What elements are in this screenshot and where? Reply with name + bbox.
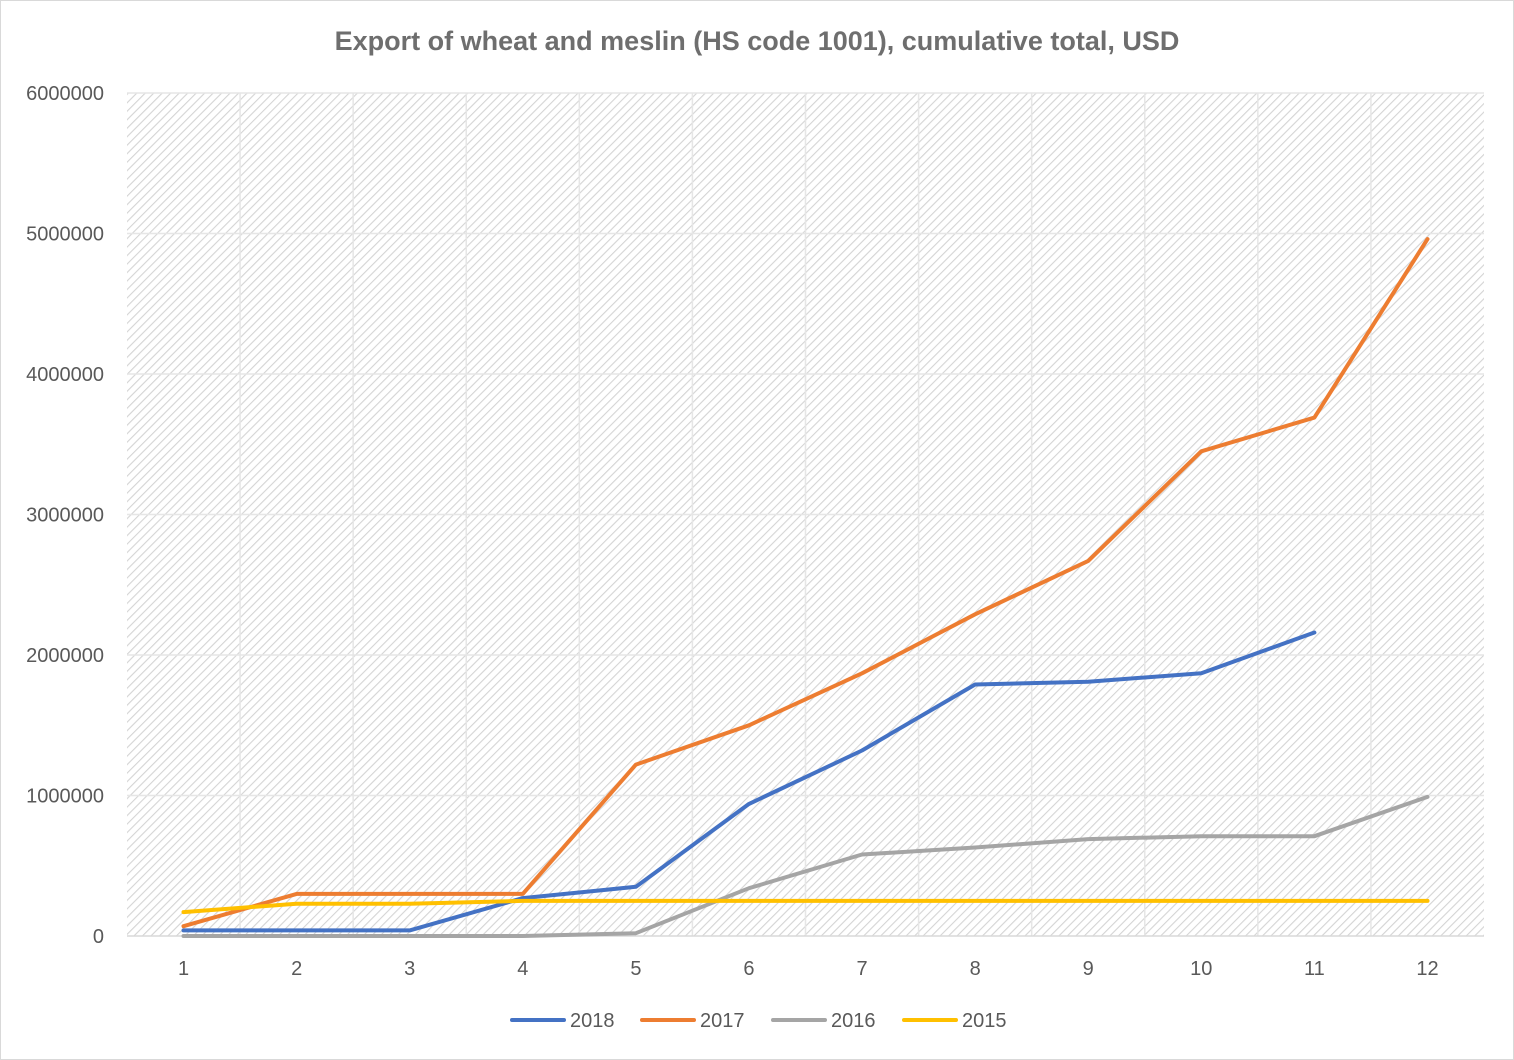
- grid-lines: [127, 92, 1484, 936]
- x-tick-label: 12: [1416, 958, 1438, 980]
- legend-item-2017: 2017: [640, 1010, 745, 1032]
- y-tick-label: 1000000: [26, 786, 104, 808]
- y-tick-label: 6000000: [26, 83, 104, 105]
- x-tick-label: 10: [1190, 958, 1212, 980]
- x-tick-label: 8: [970, 958, 981, 980]
- legend-label: 2016: [831, 1010, 876, 1032]
- y-tick-label: 3000000: [26, 505, 104, 527]
- legend-item-2018: 2018: [510, 1010, 615, 1032]
- x-tick-label: 5: [630, 958, 641, 980]
- series-line-2018: [181, 630, 1317, 933]
- x-tick-label: 9: [1083, 958, 1094, 980]
- y-tick-label: 5000000: [26, 224, 104, 246]
- x-tick-label: 2: [291, 958, 302, 980]
- x-tick-label: 3: [404, 958, 415, 980]
- legend-item-2015: 2015: [902, 1010, 1007, 1032]
- x-tick-label: 7: [856, 958, 867, 980]
- chart-title: Export of wheat and meslin (HS code 1001…: [335, 26, 1180, 56]
- legend-item-2016: 2016: [771, 1010, 876, 1032]
- x-tick-label: 4: [517, 958, 528, 980]
- series-line-2017: [181, 237, 1430, 929]
- legend-label: 2015: [962, 1010, 1007, 1032]
- series-line-2016: [181, 794, 1430, 938]
- y-tick-label: 4000000: [26, 364, 104, 386]
- x-tick-label: 1: [178, 958, 189, 980]
- y-tick-label: 2000000: [26, 645, 104, 667]
- legend-label: 2017: [700, 1010, 745, 1032]
- legend-label: 2018: [570, 1010, 615, 1032]
- x-tick-label: 6: [743, 958, 754, 980]
- series-lines: [181, 237, 1430, 938]
- series-line-2015: [181, 898, 1430, 915]
- y-tick-label: 0: [93, 926, 104, 948]
- legend: 2018 2017 2016 2015: [510, 1010, 1007, 1032]
- x-tick-label: 11: [1304, 958, 1325, 980]
